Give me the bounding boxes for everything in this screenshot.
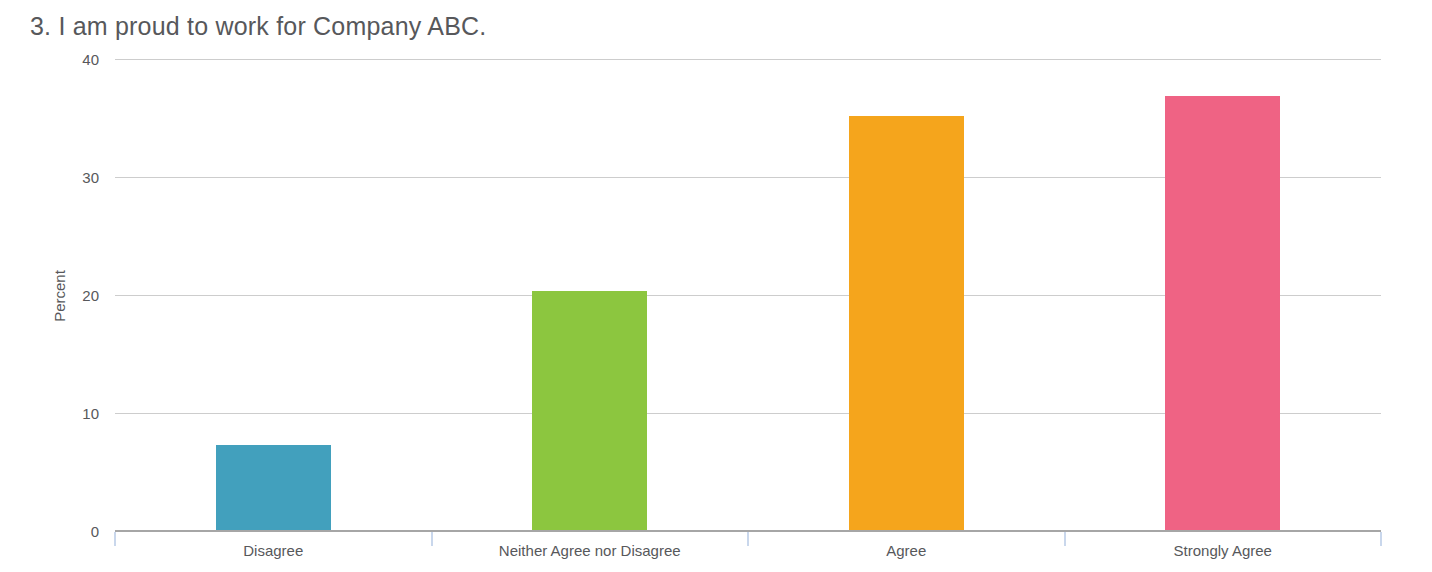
- x-axis-label-neither-agree-nor-disagree: Neither Agree nor Disagree: [432, 542, 749, 559]
- y-tick-label-10: 10: [37, 404, 99, 424]
- x-axis-boundary-tick: [1380, 532, 1382, 546]
- plot-area: 010203040DisagreeNeither Agree nor Disag…: [115, 60, 1381, 532]
- x-axis-label-disagree: Disagree: [115, 542, 432, 559]
- y-tick-label-40: 40: [37, 50, 99, 70]
- bar-neither-agree-nor-disagree: [532, 291, 647, 531]
- bar-strongly-agree: [1165, 96, 1280, 531]
- x-axis-boundary-tick: [114, 532, 116, 546]
- bar-disagree: [216, 445, 331, 531]
- chart-canvas: 3. I am proud to work for Company ABC. P…: [0, 0, 1432, 572]
- x-axis-baseline: [115, 530, 1381, 532]
- x-axis-label-agree: Agree: [748, 542, 1065, 559]
- bar-agree: [849, 116, 964, 531]
- x-axis-label-strongly-agree: Strongly Agree: [1065, 542, 1382, 559]
- x-axis-boundary-tick: [1064, 532, 1066, 546]
- gridline-40: [115, 59, 1381, 60]
- x-axis-boundary-tick: [747, 532, 749, 546]
- chart-title: 3. I am proud to work for Company ABC.: [30, 12, 486, 41]
- y-tick-label-20: 20: [37, 286, 99, 306]
- x-axis-boundary-tick: [431, 532, 433, 546]
- y-tick-label-0: 0: [37, 522, 99, 542]
- y-tick-label-30: 30: [37, 168, 99, 188]
